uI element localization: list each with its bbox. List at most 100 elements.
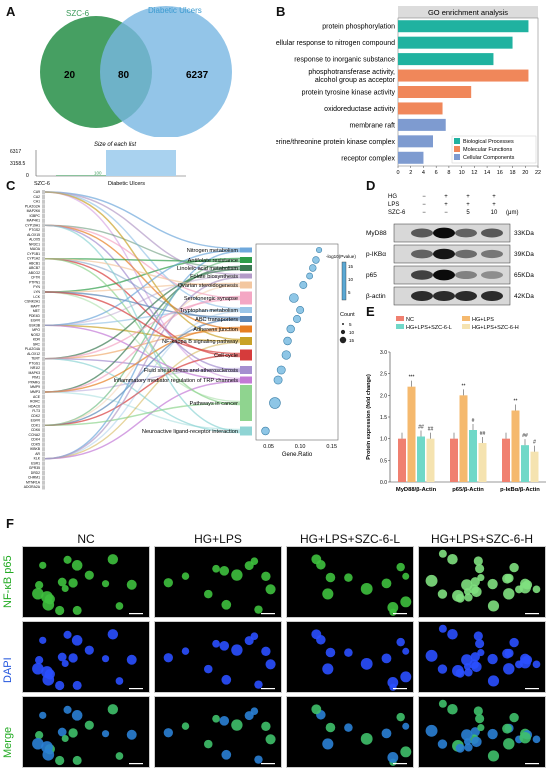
- go-category-label-0: protein phosphorylation: [322, 24, 395, 31]
- go-legend-label-1: Molecular Functions: [463, 147, 512, 153]
- go-category-label-4: protein tyrosine kinase activity: [302, 90, 396, 97]
- sankey-gene-label-13: CYP1B1: [27, 252, 40, 256]
- sankey-link: [44, 191, 241, 276]
- dotplot-xtick-0: 0.05: [263, 444, 274, 450]
- micro-cell: [455, 668, 465, 678]
- sankey-link: [44, 324, 241, 342]
- micro-cell: [39, 561, 47, 569]
- sankey-gene-node-26: [42, 313, 45, 319]
- sankey-gene-label-39: PIM1: [32, 376, 40, 380]
- sankey-pathway-node-13: [240, 385, 252, 421]
- micro-cell: [360, 582, 373, 595]
- sankey-pathway-node-2: [240, 265, 252, 271]
- sankey-gene-node-50: [42, 428, 45, 433]
- sankey-link: [44, 357, 241, 373]
- blot-band-0-1: [433, 227, 455, 239]
- sankey-link: [44, 249, 241, 327]
- sankey-gene-node-49: [42, 423, 45, 428]
- sankey-gene-label-20: FYN: [33, 285, 40, 289]
- micro-image-2-2: [286, 696, 414, 768]
- micro-cell: [502, 573, 512, 584]
- micro-cell: [61, 584, 69, 593]
- sankey-gene-node-28: [42, 323, 45, 328]
- micro-cell: [487, 750, 500, 762]
- sankey-gene-node-47: [42, 413, 45, 419]
- micro-cell: [425, 724, 438, 737]
- panel-label-e: E: [366, 304, 375, 319]
- sankey-pathway-label-10: Cell cycle: [214, 353, 238, 359]
- scale-bar: [129, 688, 143, 690]
- go-xtick-4: 8: [447, 170, 450, 176]
- count-legend-label-2: 15: [349, 338, 355, 343]
- micro-cell: [115, 602, 124, 610]
- sankey-gene-node-17: [42, 270, 45, 276]
- micro-cell: [475, 639, 485, 649]
- micro-cell: [265, 584, 276, 595]
- treatment-value-2-1: −: [444, 210, 448, 216]
- micro-cell: [72, 605, 82, 615]
- blot-band-3-2: [455, 291, 477, 301]
- sankey-gene-label-6: MAP4K1: [27, 219, 40, 223]
- micro-image-0-3: [418, 546, 546, 618]
- treatment-value-0-0: −: [422, 194, 426, 200]
- sankey-gene-node-58: [42, 466, 45, 471]
- micro-cell: [470, 727, 480, 737]
- micro-cell: [447, 629, 458, 640]
- micro-cell: [387, 752, 399, 763]
- go-category-label-2: response to inorganic substance: [294, 57, 395, 64]
- sankey-link: [44, 326, 241, 393]
- micro-cell: [402, 572, 410, 580]
- sankey-gene-node-27: [42, 318, 45, 323]
- micro-cell: [475, 564, 485, 574]
- sankey-gene-label-16: ABCB7: [29, 266, 40, 270]
- micro-cell: [471, 586, 482, 598]
- scale-bar: [261, 688, 275, 690]
- sankey-pathway-label-0: Nitrogen metabolism: [187, 248, 239, 254]
- sankey-link: [44, 291, 241, 355]
- dotplot-point-3: [306, 272, 314, 280]
- scale-bar: [393, 688, 407, 690]
- micro-cell: [115, 677, 124, 685]
- micro-cell: [41, 666, 53, 678]
- sankey-gene-node-16: [42, 266, 45, 271]
- sankey-link: [44, 224, 241, 269]
- micro-cell: [311, 704, 322, 715]
- venn-circle-diabetic: [100, 6, 232, 137]
- scale-bar: [525, 688, 539, 690]
- micro-cell: [470, 652, 480, 662]
- go-bar-6: [398, 118, 446, 131]
- microscopy-grid: NC HG+LPS HG+LPS+SZC-6-L HG+LPS+SZC-6-H NF-κ…: [2, 532, 548, 768]
- go-bar-3: [398, 69, 529, 82]
- micro-cell: [35, 581, 44, 590]
- sankey-gene-node-7: [42, 223, 45, 228]
- count-legend-label-0: 5: [349, 322, 352, 327]
- micro-cell: [464, 668, 473, 677]
- sankey-gene-node-44: [42, 399, 45, 404]
- exp-bar-0-2: [417, 436, 425, 482]
- micro-cell: [387, 602, 399, 613]
- sankey-pathway-label-14: Neuroactive ligand-receptor interaction: [142, 429, 238, 435]
- sankey-gene-node-48: [42, 418, 45, 423]
- sankey-gene-label-47: CDK2: [31, 414, 40, 418]
- blot-band-2-2: [455, 271, 477, 279]
- micro-cell: [322, 663, 334, 675]
- sankey-link: [44, 367, 241, 393]
- sankey-link: [44, 191, 241, 276]
- sankey-pathway-node-7: [240, 316, 252, 322]
- sankey-gene-node-30: [42, 332, 45, 338]
- panel-label-a: A: [6, 4, 16, 19]
- micro-cell: [35, 656, 44, 665]
- go-category-label-3: phosphotransferase activity,: [308, 69, 395, 76]
- micro-cell: [400, 746, 412, 758]
- venn-overlap: 80: [118, 70, 130, 81]
- scale-bar: [129, 613, 143, 615]
- exp-annotation-0-1: ***: [409, 375, 415, 381]
- list-size-xlabel-1: Diabetic Ulcers: [108, 181, 145, 187]
- sankey-link: [44, 402, 241, 427]
- blot-kda-0: 33KDa: [514, 230, 534, 237]
- micro-cell: [181, 722, 190, 730]
- sankey-pathway-label-11: Fluid shear stress and atherosclerosis: [144, 368, 238, 374]
- sankey-gene-label-60: CHRM1: [28, 476, 40, 480]
- sankey-gene-label-50: CDK6: [31, 428, 40, 432]
- dotplot-point-11: [276, 365, 286, 375]
